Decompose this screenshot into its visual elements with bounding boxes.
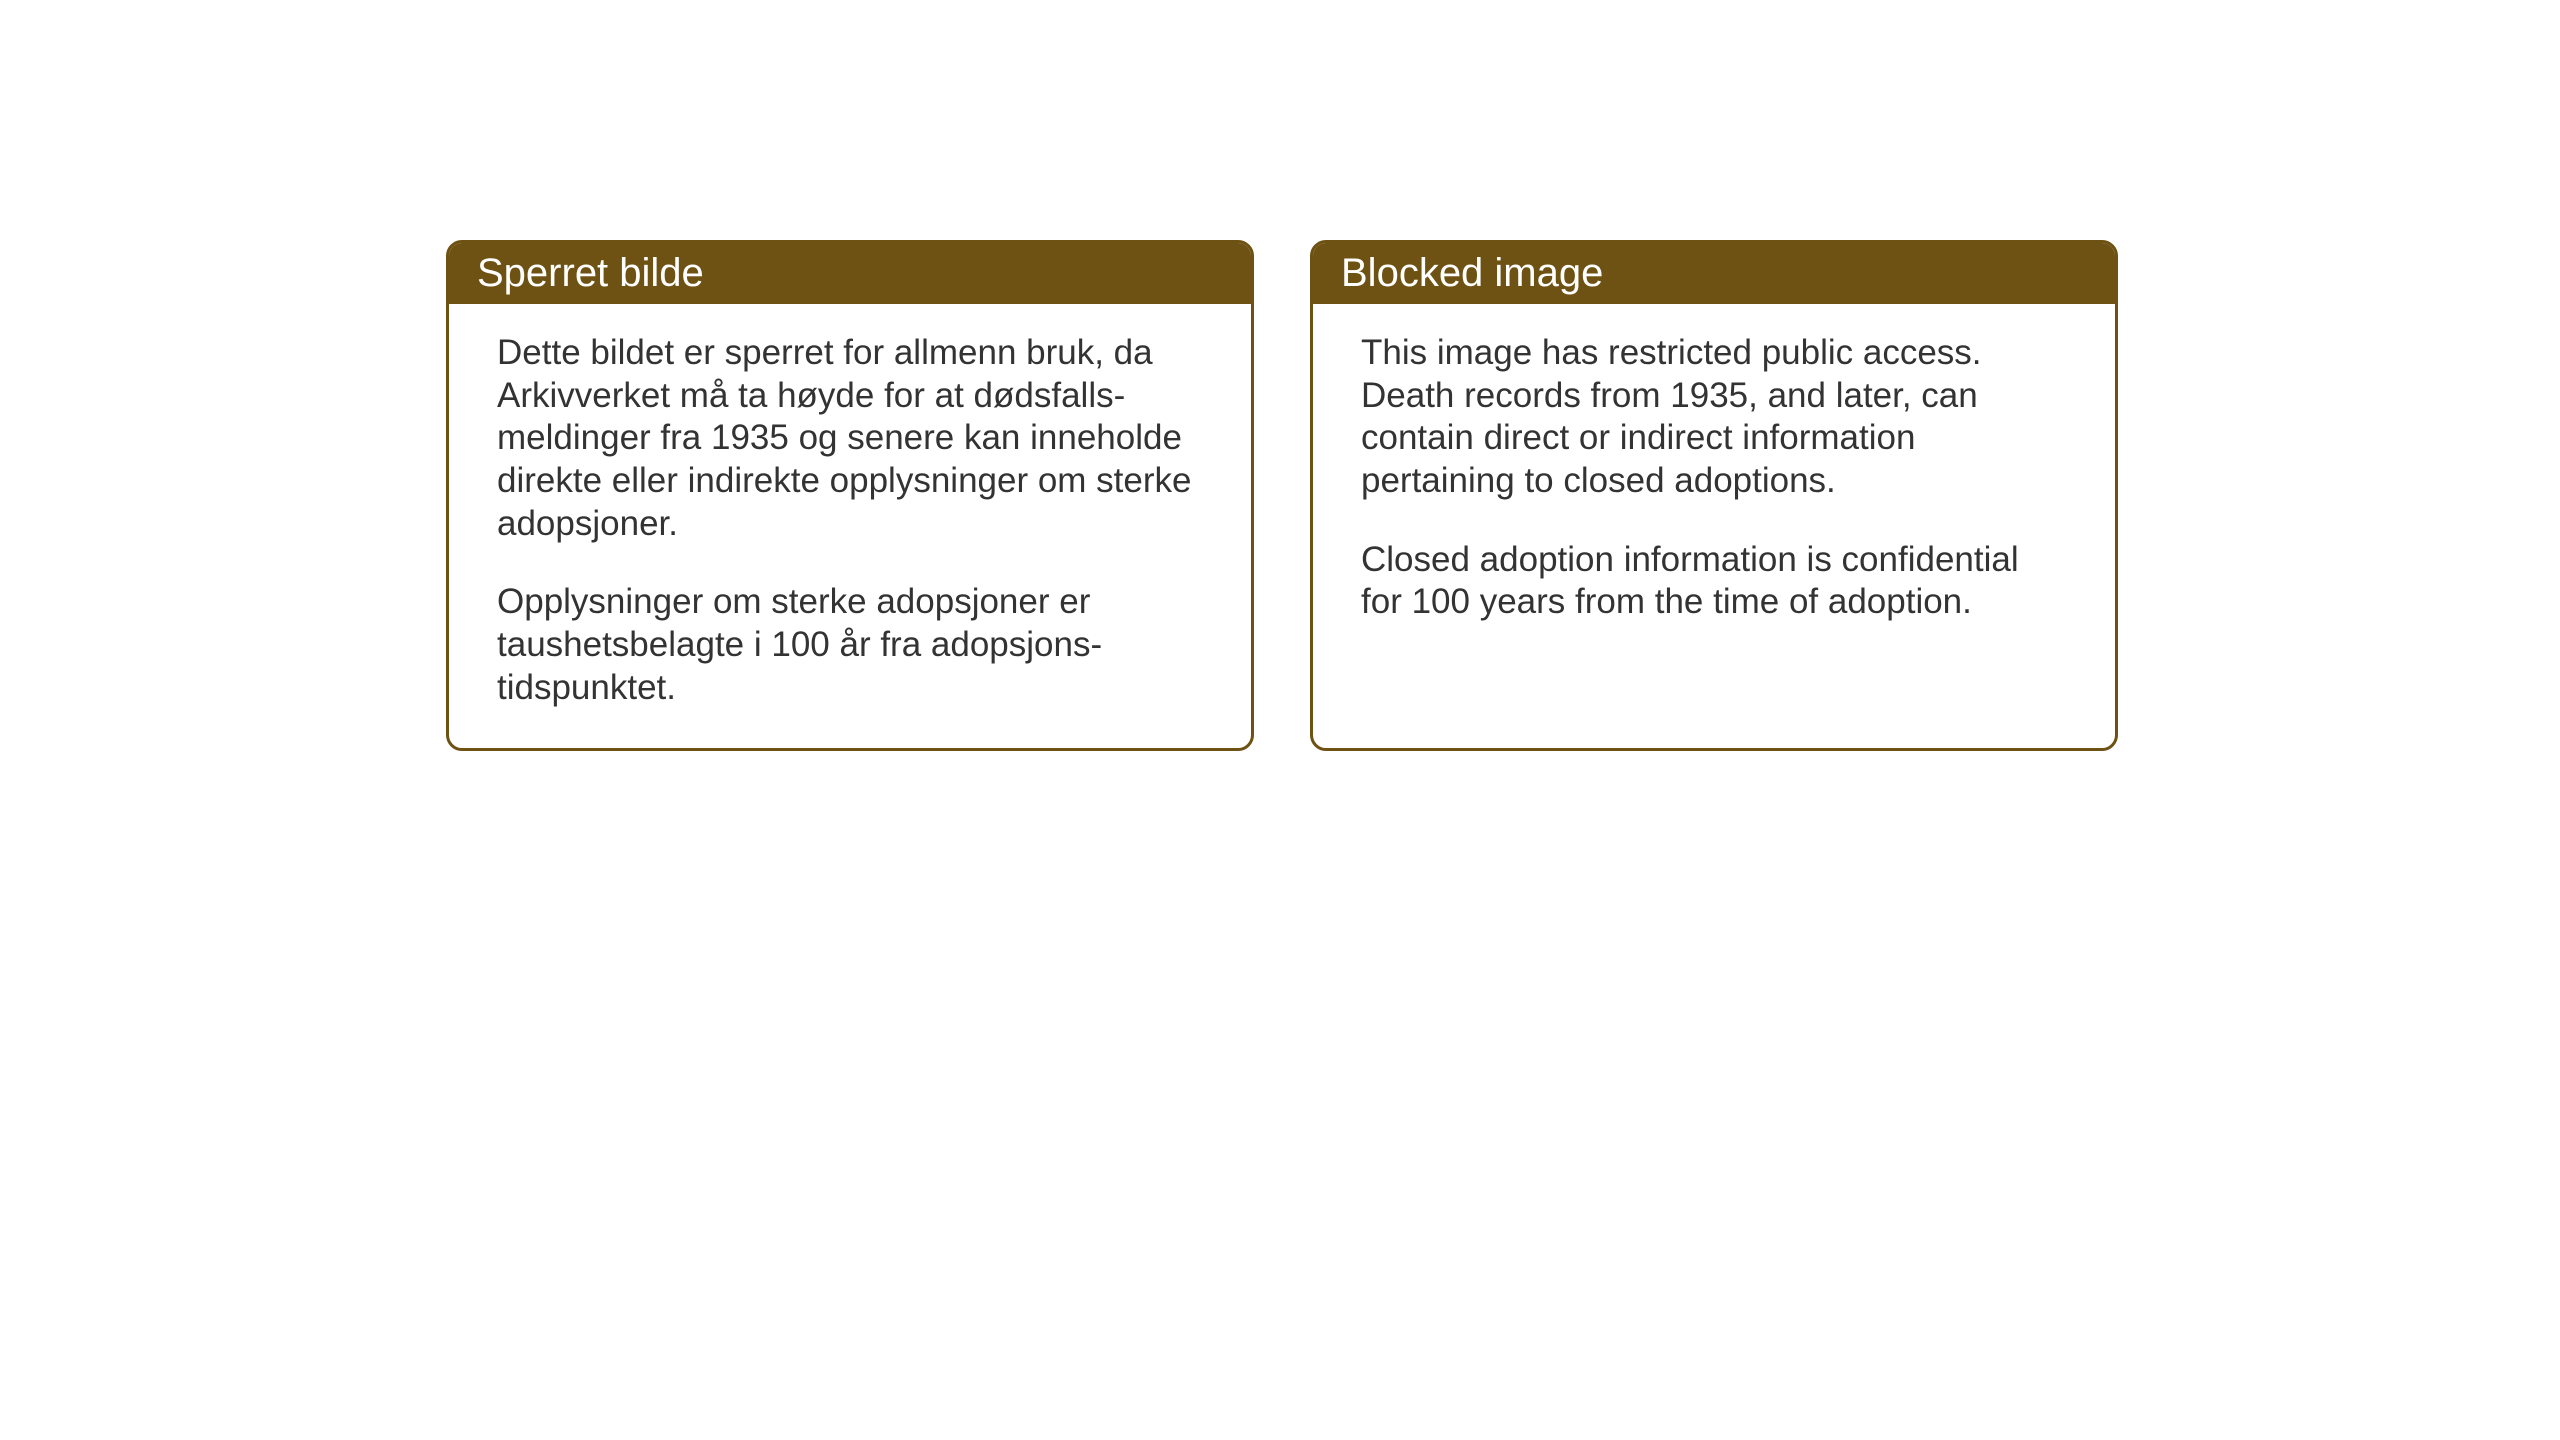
card-paragraph-left-1: Dette bildet er sperret for allmenn bruk…: [497, 332, 1203, 545]
card-paragraph-left-2: Opplysninger om sterke adopsjoner er tau…: [497, 581, 1203, 709]
card-paragraph-right-1: This image has restricted public access.…: [1361, 332, 2067, 503]
card-english: Blocked image This image has restricted …: [1310, 240, 2118, 751]
card-paragraph-right-2: Closed adoption information is confident…: [1361, 539, 2067, 624]
card-header-right: Blocked image: [1313, 243, 2115, 304]
card-title-left: Sperret bilde: [477, 251, 704, 295]
card-body-left: Dette bildet er sperret for allmenn bruk…: [449, 304, 1251, 748]
card-body-right: This image has restricted public access.…: [1313, 304, 2115, 662]
card-header-left: Sperret bilde: [449, 243, 1251, 304]
card-norwegian: Sperret bilde Dette bildet er sperret fo…: [446, 240, 1254, 751]
card-title-right: Blocked image: [1341, 251, 1603, 295]
cards-container: Sperret bilde Dette bildet er sperret fo…: [446, 240, 2118, 751]
